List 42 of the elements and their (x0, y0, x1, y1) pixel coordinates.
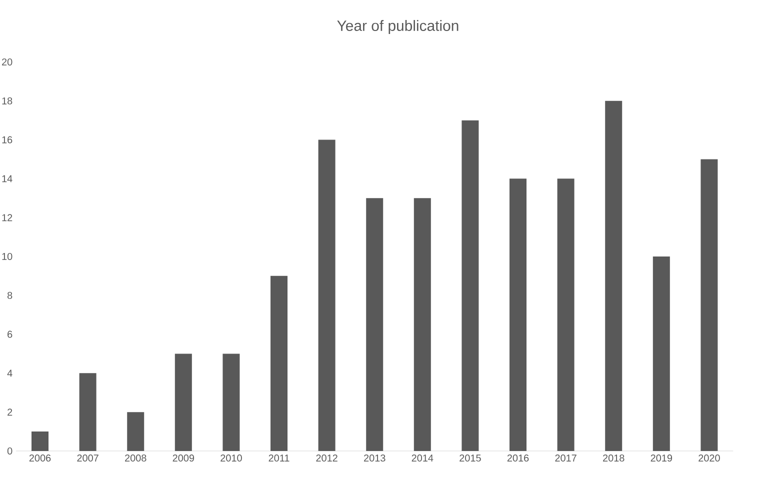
x-tick-label: 2018 (603, 454, 624, 462)
x-tick-label: 2012 (316, 454, 338, 462)
y-tick-label: 8 (7, 292, 12, 299)
x-tick-label: 2010 (220, 454, 242, 462)
x-tick-label: 2016 (507, 454, 529, 462)
x-tick-label: 2009 (172, 454, 194, 462)
bar (557, 178, 574, 451)
x-tick-label: 2011 (268, 454, 290, 462)
bar (652, 256, 670, 451)
y-tick-label: 4 (7, 370, 12, 377)
y-tick-label: 14 (2, 175, 12, 182)
y-tick-label: 20 (2, 58, 12, 66)
x-tick-label: 2006 (29, 454, 51, 462)
bar (366, 198, 384, 451)
x-tick-label: 2013 (364, 454, 386, 462)
y-tick-label: 18 (2, 97, 12, 104)
x-tick-label: 2020 (698, 454, 720, 462)
bar (32, 432, 49, 451)
y-tick-label: 16 (2, 136, 12, 144)
bar (174, 354, 192, 451)
bar (462, 120, 479, 451)
x-tick-label: 2019 (650, 454, 672, 462)
chart-title: Year of publication (337, 20, 458, 34)
bar (270, 276, 288, 451)
x-tick-label: 2017 (555, 454, 576, 462)
x-tick-label: 2007 (77, 454, 98, 462)
bar (222, 354, 240, 451)
y-tick-label: 2 (8, 408, 12, 416)
y-tick-label: 6 (8, 330, 12, 338)
bar (510, 178, 527, 451)
y-tick-label: 12 (2, 214, 12, 222)
bar (414, 198, 431, 451)
bar (700, 159, 718, 451)
bar (127, 412, 144, 451)
bar (79, 373, 96, 451)
x-tick-label: 2015 (460, 454, 481, 462)
bar (318, 140, 336, 451)
bar (605, 100, 622, 451)
y-tick-label: 10 (2, 252, 12, 260)
x-tick-label: 2008 (125, 454, 146, 462)
x-tick-label: 2014 (412, 454, 434, 462)
y-tick-label: 0 (7, 447, 12, 455)
